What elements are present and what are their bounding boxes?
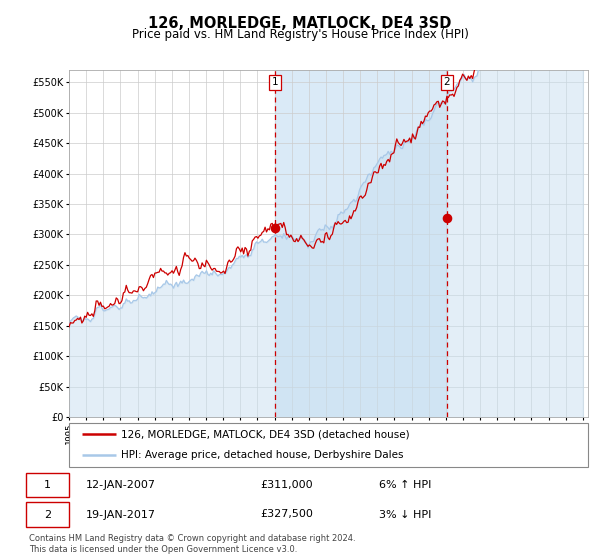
Text: 2: 2 xyxy=(443,77,450,87)
Point xyxy=(442,213,451,222)
Text: 6% ↑ HPI: 6% ↑ HPI xyxy=(379,480,431,490)
Text: Contains HM Land Registry data © Crown copyright and database right 2024.
This d: Contains HM Land Registry data © Crown c… xyxy=(29,534,356,554)
Text: £311,000: £311,000 xyxy=(260,480,313,490)
Text: 1: 1 xyxy=(272,77,278,87)
Text: 1: 1 xyxy=(44,480,51,490)
Point xyxy=(271,223,280,232)
Text: 126, MORLEDGE, MATLOCK, DE4 3SD: 126, MORLEDGE, MATLOCK, DE4 3SD xyxy=(148,16,452,31)
Text: 126, MORLEDGE, MATLOCK, DE4 3SD (detached house): 126, MORLEDGE, MATLOCK, DE4 3SD (detache… xyxy=(121,429,410,439)
FancyBboxPatch shape xyxy=(26,502,69,527)
Text: 12-JAN-2007: 12-JAN-2007 xyxy=(86,480,155,490)
FancyBboxPatch shape xyxy=(69,423,588,466)
Text: Price paid vs. HM Land Registry's House Price Index (HPI): Price paid vs. HM Land Registry's House … xyxy=(131,28,469,41)
Bar xyxy=(275,70,446,417)
Text: £327,500: £327,500 xyxy=(260,510,313,520)
Text: 19-JAN-2017: 19-JAN-2017 xyxy=(86,510,155,520)
FancyBboxPatch shape xyxy=(26,473,69,497)
Text: 3% ↓ HPI: 3% ↓ HPI xyxy=(379,510,431,520)
Text: 2: 2 xyxy=(44,510,51,520)
Text: HPI: Average price, detached house, Derbyshire Dales: HPI: Average price, detached house, Derb… xyxy=(121,450,403,460)
